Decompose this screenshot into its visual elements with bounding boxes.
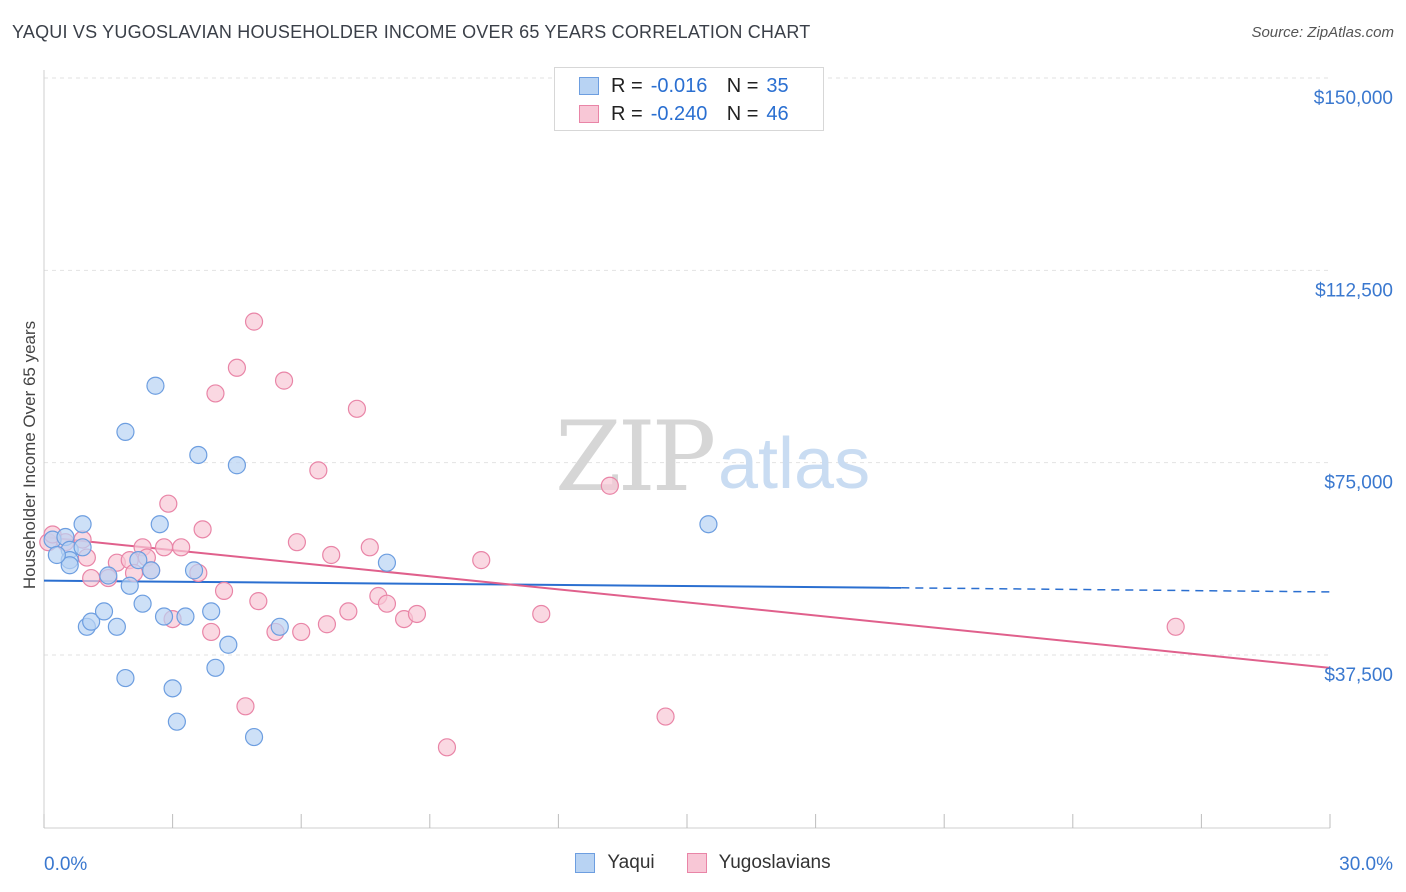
yaqui-point [47, 545, 66, 565]
yugoslavians-point [244, 312, 264, 331]
r-label: R = [611, 74, 643, 97]
yaqui-point [184, 561, 204, 580]
yaqui-point [116, 668, 135, 688]
yugoslavians-point [274, 371, 294, 390]
yaqui-swatch [579, 77, 599, 95]
yugoslavians-point [236, 697, 255, 716]
n-value: 35 [766, 74, 789, 97]
watermark-zip: ZIP [555, 401, 714, 513]
legend-label-yugoslavians: Yugoslavians [718, 852, 831, 873]
yaqui-point [60, 556, 79, 575]
yaqui-point [189, 445, 208, 465]
yugoslavians-point [600, 476, 619, 495]
yaqui-point [146, 376, 165, 395]
watermark-atlas: atlas [718, 424, 870, 504]
yugoslavians-point [339, 602, 358, 621]
legend-item-yaqui[interactable]: Yaqui [575, 852, 655, 874]
yugoslavians-point [407, 604, 427, 624]
yaqui-point [206, 658, 225, 677]
yaqui-trend-line [43, 579, 902, 589]
yugoslavians-point [214, 581, 234, 600]
yaqui-swatch [575, 853, 596, 873]
yaqui-point [99, 566, 118, 585]
y-tick-label: $75,000 [1324, 473, 1393, 494]
x-tick-label: 30.0% [1339, 854, 1393, 875]
yugoslavians-point [292, 622, 311, 642]
yugoslavians-swatch [686, 853, 707, 873]
yugoslavians-point [227, 358, 246, 377]
yugoslavians-point [317, 615, 337, 634]
legend-item-yugoslavians[interactable]: Yugoslavians [686, 852, 831, 874]
yugoslavians-point [532, 604, 551, 624]
yugoslavians-point [472, 551, 491, 570]
yaqui-point [154, 607, 174, 626]
yaqui-point [116, 422, 135, 441]
yugoslavians-point [154, 538, 174, 557]
correlation-legend: R = -0.016 N = 35 R = -0.240 N = 46 [554, 67, 824, 131]
yugoslavians-point [347, 399, 367, 418]
yaqui-point [219, 635, 238, 654]
yugoslavians-point [193, 520, 212, 539]
yaqui-point [150, 515, 169, 534]
yaqui-point [176, 607, 195, 626]
yugoslavians-point [309, 461, 328, 480]
yaqui-trend-extension [901, 587, 1331, 593]
yugoslavians-point [437, 738, 457, 757]
yaqui-point [244, 727, 264, 747]
yugoslavians-point [202, 622, 221, 642]
yaqui-point [699, 515, 718, 534]
yaqui-point [120, 576, 139, 595]
r-value: -0.016 [650, 74, 708, 97]
yaqui-point [94, 602, 114, 621]
yugoslavians-point [322, 545, 341, 565]
yaqui-point [133, 594, 152, 613]
yaqui-point [107, 617, 126, 636]
yaqui-point [227, 456, 246, 475]
yugoslavians-point [206, 384, 225, 403]
yugoslavians-point [287, 533, 307, 552]
y-tick-label: $150,000 [1314, 88, 1393, 109]
yugoslavians-point [159, 494, 178, 513]
n-label: N = [726, 102, 759, 125]
yaqui-point [202, 602, 221, 621]
source-label: Source: ZipAtlas.com [1251, 24, 1394, 41]
yugoslavians-point [172, 538, 191, 557]
yaqui-point [82, 612, 101, 631]
n-value: 46 [766, 102, 789, 125]
series-legend: Yaqui Yugoslavians [0, 852, 1406, 874]
x-tick-label: 0.0% [44, 854, 87, 875]
yugoslavians-swatch [579, 105, 599, 123]
r-value: -0.240 [650, 102, 708, 125]
yugoslavians-point [1166, 617, 1185, 636]
legend-label-yaqui: Yaqui [607, 852, 655, 873]
yaqui-point [163, 679, 182, 698]
yaqui-point [73, 538, 92, 557]
legend-row-yugoslavians: R = -0.240 N = 46 [579, 102, 789, 126]
y-tick-label: $112,500 [1315, 280, 1393, 301]
yaqui-point [167, 712, 186, 731]
n-label: N = [726, 74, 759, 97]
chart-title: YAQUI VS YUGOSLAVIAN HOUSEHOLDER INCOME … [12, 22, 811, 42]
yugoslavians-point [360, 538, 379, 557]
yaqui-point [129, 551, 148, 570]
y-tick-label: $37,500 [1324, 665, 1393, 686]
yugoslavians-point [249, 592, 268, 611]
yugoslavians-point [656, 707, 675, 726]
r-label: R = [611, 102, 643, 125]
yugoslavians-trend-line [43, 536, 1331, 669]
yaqui-point [270, 617, 289, 636]
yaqui-point [377, 553, 397, 572]
legend-row-yaqui: R = -0.016 N = 35 [579, 74, 789, 98]
yaqui-point [73, 515, 92, 534]
yugoslavians-point [82, 568, 101, 588]
yugoslavians-point [377, 594, 397, 613]
yaqui-point [142, 561, 161, 580]
